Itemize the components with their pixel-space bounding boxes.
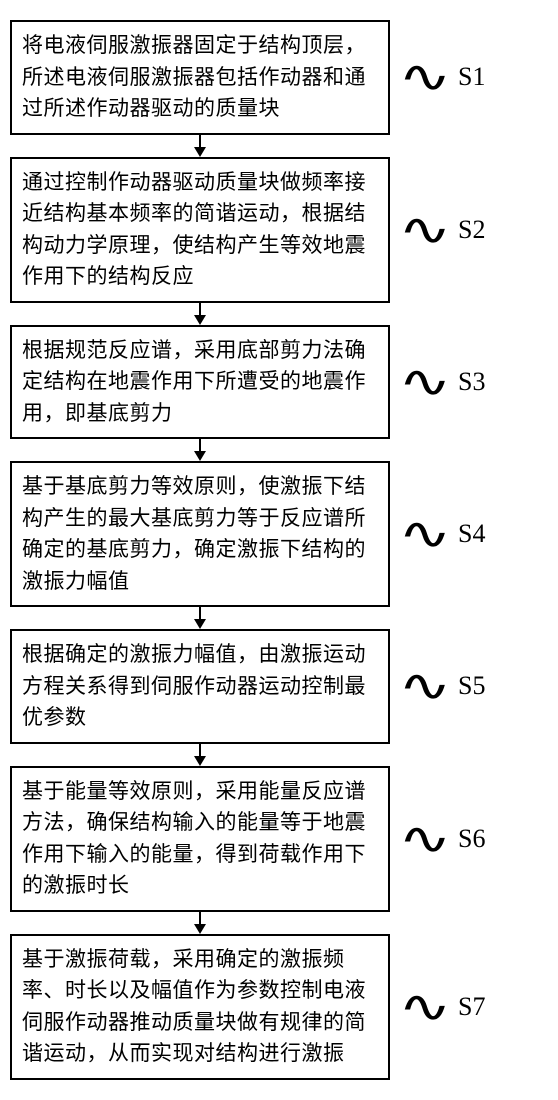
step-row: 将电液伺服激振器固定于结构顶层，所述电液伺服激振器包括作动器和通过所述作动器驱动…: [10, 20, 548, 135]
step-box: 根据确定的激振力幅值，由激振运动方程关系得到伺服作动器运动控制最优参数: [10, 629, 390, 744]
step-row: 根据规范反应谱，采用底部剪力法确定结构在地震作用下所遭受的地震作用，即基底剪力 …: [10, 325, 548, 440]
tilde-icon: ∿: [398, 360, 478, 404]
arrow-icon: [10, 912, 390, 934]
step-row: 基于基底剪力等效原则，使激振下结构产生的最大基底剪力等于反应谱所确定的基底剪力，…: [10, 461, 548, 607]
tilde-icon: ∿: [398, 817, 478, 861]
tilde-icon: ∿: [398, 664, 478, 708]
tilde-icon: ∿: [398, 512, 478, 556]
arrow-icon: [10, 303, 390, 325]
tilde-icon: ∿: [398, 55, 478, 99]
arrow-icon: [10, 744, 390, 766]
step-row: 根据确定的激振力幅值，由激振运动方程关系得到伺服作动器运动控制最优参数 ∿ S5: [10, 629, 548, 744]
step-label-wrap: ∿ S1: [398, 57, 485, 97]
arrow-icon: [10, 135, 390, 157]
step-label-wrap: ∿ S6: [398, 819, 485, 859]
step-label-wrap: ∿ S7: [398, 987, 485, 1027]
tilde-icon: ∿: [398, 985, 478, 1029]
step-row: 通过控制作动器驱动质量块做频率接近结构基本频率的简谐运动，根据结构动力学原理，使…: [10, 157, 548, 303]
step-box: 基于能量等效原则，采用能量反应谱方法，确保结构输入的能量等于地震作用下输入的能量…: [10, 766, 390, 912]
step-row: 基于激振荷载，采用确定的激振频率、时长以及幅值作为参数控制电液伺服作动器推动质量…: [10, 934, 548, 1080]
step-label-wrap: ∿ S4: [398, 514, 485, 554]
step-label-wrap: ∿ S3: [398, 362, 485, 402]
step-box: 通过控制作动器驱动质量块做频率接近结构基本频率的简谐运动，根据结构动力学原理，使…: [10, 157, 390, 303]
step-box: 基于激振荷载，采用确定的激振频率、时长以及幅值作为参数控制电液伺服作动器推动质量…: [10, 934, 390, 1080]
step-label-wrap: ∿ S5: [398, 666, 485, 706]
arrow-icon: [10, 607, 390, 629]
step-box: 基于基底剪力等效原则，使激振下结构产生的最大基底剪力等于反应谱所确定的基底剪力，…: [10, 461, 390, 607]
step-row: 基于能量等效原则，采用能量反应谱方法，确保结构输入的能量等于地震作用下输入的能量…: [10, 766, 548, 912]
tilde-icon: ∿: [398, 208, 478, 252]
step-label-wrap: ∿ S2: [398, 210, 485, 250]
flowchart: 将电液伺服激振器固定于结构顶层，所述电液伺服激振器包括作动器和通过所述作动器驱动…: [10, 20, 548, 1080]
step-box: 将电液伺服激振器固定于结构顶层，所述电液伺服激振器包括作动器和通过所述作动器驱动…: [10, 20, 390, 135]
step-box: 根据规范反应谱，采用底部剪力法确定结构在地震作用下所遭受的地震作用，即基底剪力: [10, 325, 390, 440]
arrow-icon: [10, 439, 390, 461]
